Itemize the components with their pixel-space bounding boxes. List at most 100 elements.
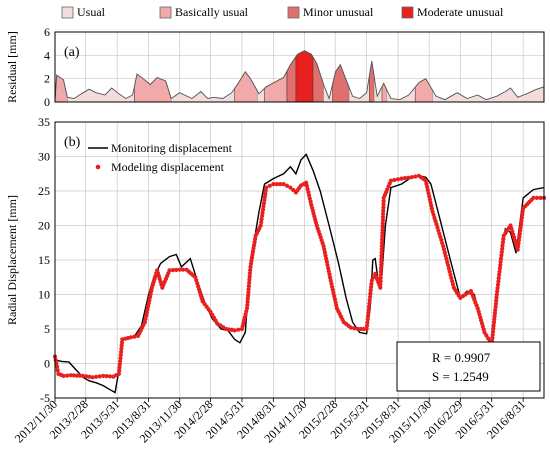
legend-swatch-minor-unusual bbox=[287, 6, 300, 19]
modeling-point bbox=[146, 301, 151, 306]
modeling-point bbox=[366, 307, 371, 312]
modeling-point bbox=[446, 266, 451, 271]
displacement-y-axis-title: Radial Displacement [mm] bbox=[5, 195, 19, 325]
modeling-point bbox=[259, 217, 264, 222]
legend-swatch-basically-usual bbox=[159, 6, 172, 19]
residual-y-tick-label: 4 bbox=[44, 48, 50, 62]
modeling-point bbox=[378, 279, 383, 284]
modeling-point bbox=[232, 328, 237, 333]
modeling-point bbox=[327, 272, 332, 277]
modeling-point bbox=[244, 306, 250, 311]
modeling-point bbox=[117, 368, 122, 373]
modeling-point bbox=[449, 275, 454, 281]
residual-status-segment bbox=[264, 70, 288, 103]
modeling-point bbox=[493, 304, 498, 309]
modeling-point bbox=[118, 359, 123, 364]
modeling-point bbox=[355, 326, 360, 332]
modeling-point bbox=[267, 183, 272, 188]
modeling-point bbox=[447, 269, 452, 274]
modeling-point bbox=[493, 307, 498, 313]
modeling-point bbox=[516, 238, 522, 243]
modeling-point bbox=[94, 374, 99, 379]
legend-label-minor-unusual: Minor unusual bbox=[303, 5, 374, 19]
modeling-point bbox=[364, 323, 370, 328]
modeling-point bbox=[61, 373, 66, 378]
modeling-point bbox=[392, 177, 397, 183]
series-modeling-displacement bbox=[52, 173, 547, 380]
displacement-y-tick-label: 10 bbox=[38, 288, 50, 302]
modeling-point bbox=[288, 185, 293, 190]
modeling-point bbox=[365, 320, 370, 325]
modeling-point bbox=[249, 255, 255, 260]
modeling-point bbox=[450, 282, 456, 287]
modeling-point bbox=[167, 268, 172, 273]
residual-y-tick-label: 0 bbox=[44, 95, 50, 109]
residual-status-segment bbox=[323, 84, 333, 102]
modeling-point bbox=[247, 274, 252, 279]
modeling-point bbox=[380, 224, 385, 229]
modeling-point bbox=[246, 293, 251, 298]
modeling-point bbox=[368, 291, 373, 296]
modeling-point bbox=[499, 250, 504, 255]
residual-y-tick-label: 2 bbox=[44, 72, 50, 86]
modeling-point bbox=[263, 188, 268, 193]
modeling-point bbox=[491, 320, 497, 325]
modeling-point bbox=[260, 207, 266, 212]
modeling-point bbox=[495, 282, 501, 287]
modeling-point bbox=[498, 256, 504, 261]
modeling-point bbox=[446, 263, 451, 268]
modeling-point bbox=[501, 237, 506, 242]
modeling-point bbox=[378, 282, 383, 287]
modeling-point bbox=[271, 182, 276, 187]
modeling-point bbox=[352, 326, 357, 331]
modeling-point bbox=[379, 259, 384, 265]
modeling-point bbox=[379, 240, 385, 245]
modeling-point bbox=[247, 271, 252, 276]
modeling-point bbox=[534, 195, 540, 200]
legend-label-moderate-unusual: Moderate unusual bbox=[417, 5, 504, 19]
modeling-point bbox=[119, 346, 124, 351]
modeling-point bbox=[381, 202, 386, 207]
residual-status-segment bbox=[295, 50, 314, 103]
modeling-point bbox=[495, 289, 500, 294]
modeling-point bbox=[517, 231, 522, 236]
modeling-point bbox=[492, 311, 497, 316]
modeling-point bbox=[378, 272, 383, 277]
modeling-point bbox=[366, 304, 372, 309]
modeling-point bbox=[284, 183, 290, 188]
modeling-point bbox=[500, 240, 505, 245]
date-x-ticks: 2012/11/302013/2/282013/5/312013/8/31201… bbox=[12, 397, 528, 445]
modeling-point bbox=[77, 373, 82, 378]
modeling-point bbox=[444, 256, 449, 261]
residual-status-segment bbox=[67, 86, 135, 102]
modeling-point bbox=[406, 175, 411, 180]
modeling-point bbox=[84, 374, 89, 379]
modeling-point bbox=[381, 199, 386, 204]
modeling-point bbox=[361, 326, 366, 332]
modeling-point bbox=[348, 325, 353, 330]
modeling-point bbox=[119, 340, 125, 345]
fit-statistics-frame bbox=[396, 341, 541, 392]
modeling-point bbox=[260, 210, 265, 215]
modeling-point bbox=[380, 215, 386, 220]
fit-statistics-box: R = 0.9907 S = 1.2549 bbox=[396, 341, 541, 392]
residual-status-segment bbox=[432, 86, 544, 102]
modeling-point bbox=[490, 335, 495, 341]
displacement-y-tick-label: 15 bbox=[38, 253, 50, 267]
displacement-y-tick-label: 20 bbox=[38, 219, 50, 233]
modeling-point bbox=[264, 185, 269, 190]
displacement-y-tick-label: 30 bbox=[38, 150, 50, 164]
residual-panel: 0 2 4 6 (a) Residual [mm] bbox=[5, 25, 545, 109]
modeling-point bbox=[358, 326, 363, 332]
modeling-point bbox=[132, 334, 137, 339]
displacement-y-tick-label: -5 bbox=[40, 391, 50, 405]
modeling-point bbox=[490, 329, 496, 334]
modeling-point bbox=[395, 177, 401, 182]
modeling-point bbox=[381, 205, 386, 210]
modeling-point bbox=[500, 243, 505, 248]
modeling-point bbox=[119, 349, 124, 354]
modeling-point bbox=[247, 277, 252, 282]
modeling-point bbox=[368, 294, 373, 299]
modeling-point bbox=[380, 234, 385, 239]
